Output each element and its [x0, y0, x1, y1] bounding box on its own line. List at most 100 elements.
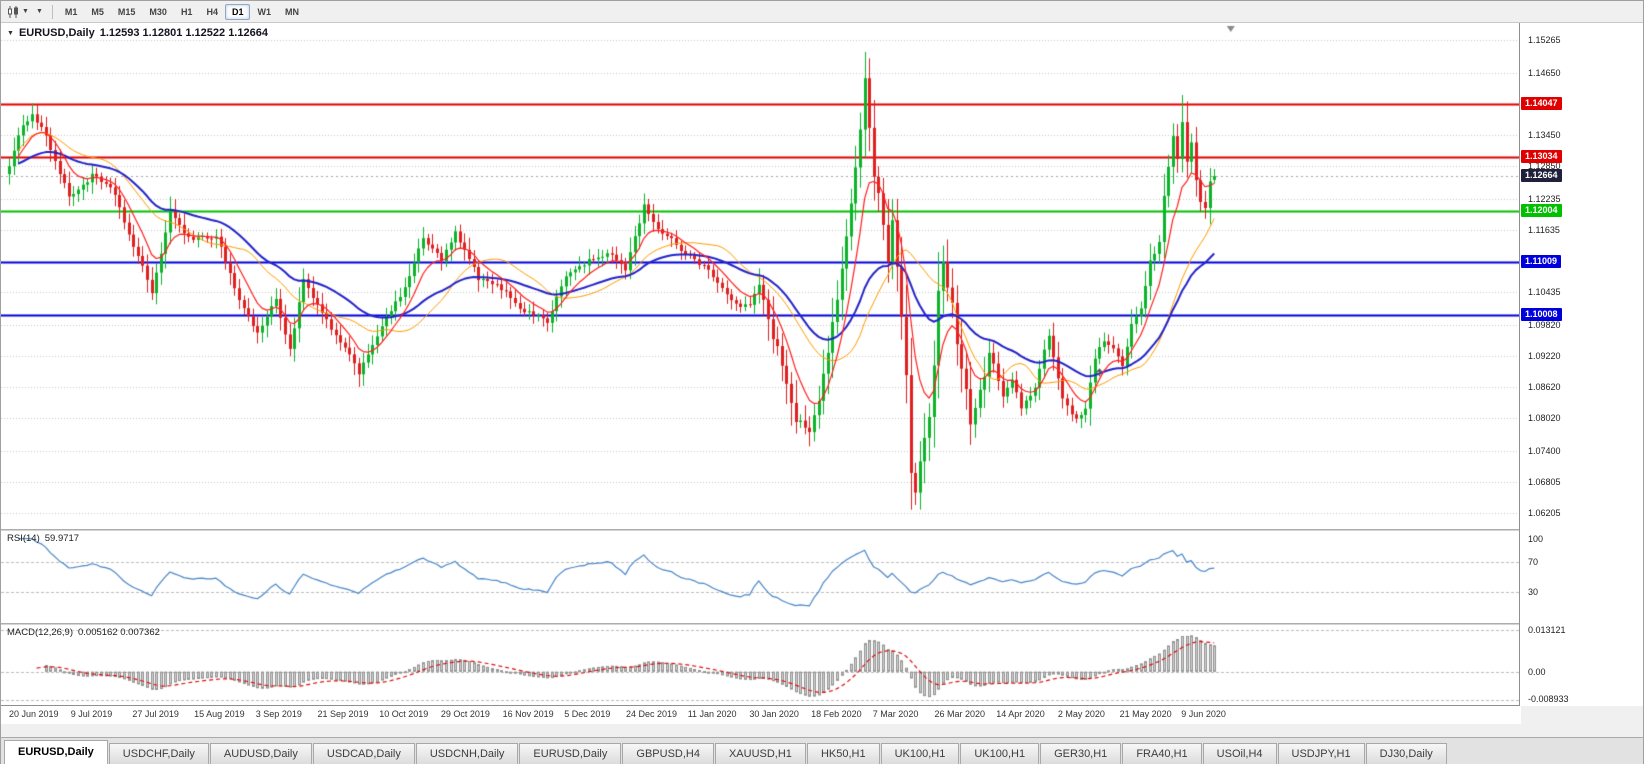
- timeframe-button-mn[interactable]: MN: [278, 4, 306, 20]
- price-axis-tick: 1.09220: [1528, 350, 1561, 361]
- chart-ohlc-values: 1.12593 1.12801 1.12522 1.12664: [99, 27, 268, 39]
- timeframe-button-w1[interactable]: W1: [250, 4, 278, 20]
- rsi-axis-tick: 70: [1528, 556, 1539, 567]
- price-axis-tick: 1.06205: [1528, 508, 1561, 519]
- price-axis-tick: 1.14650: [1528, 67, 1561, 78]
- price-axis-tick: 1.09820: [1528, 319, 1561, 330]
- macd-name: MACD(12,26,9): [7, 627, 73, 638]
- price-axis-tick: 1.10435: [1528, 287, 1561, 298]
- time-axis-label: 24 Dec 2019: [626, 709, 678, 719]
- panel-splitter[interactable]: [1, 623, 1643, 625]
- chart-type-icon[interactable]: ▼: [5, 5, 31, 19]
- chevron-down-icon: ▼: [22, 8, 29, 15]
- chart-tab-eurusd-daily[interactable]: EURUSD,Daily: [519, 743, 622, 764]
- macd-values: 0.005162 0.007362: [78, 627, 160, 638]
- panel-splitter[interactable]: [1, 529, 1643, 531]
- time-axis-label: 14 Apr 2020: [996, 709, 1045, 719]
- chevron-down-icon: ▼: [35, 8, 43, 15]
- price-axis-tick: 1.15265: [1528, 35, 1561, 46]
- chart-tab-ger30-h1[interactable]: GER30,H1: [1040, 743, 1122, 764]
- timeframe-button-m30[interactable]: M30: [142, 4, 174, 20]
- chart-title: ▼ EURUSD,Daily 1.12593 1.12801 1.12522 1…: [7, 27, 268, 39]
- time-axis[interactable]: 20 Jun 2019 9 Jul 2019 27 Jul 2019 15 Aug 2…: [1, 706, 1521, 724]
- candlestick-glyph: [8, 5, 18, 18]
- time-axis-label: 26 Mar 2020: [934, 709, 986, 719]
- timeframe-button-m1[interactable]: M1: [58, 4, 85, 20]
- macd-axis-tick: -0.008933: [1528, 694, 1569, 704]
- chart-tab-bar: EURUSD,Daily USDCHF,Daily AUDUSD,Daily USDC…: [1, 737, 1643, 764]
- timeframe-button-m15[interactable]: M15: [111, 4, 143, 20]
- price-level-badge: 1.13034: [1521, 149, 1562, 163]
- price-axis[interactable]: 1.15265 1.14650 1.13450 1.12850 1.12235 1.116…: [1519, 23, 1643, 706]
- timeframe-button-m5[interactable]: M5: [84, 4, 111, 20]
- chart-tab-hk50-h1[interactable]: HK50,H1: [806, 743, 880, 764]
- time-axis-label: 21 May 2020: [1119, 709, 1172, 719]
- time-axis-label: 18 Feb 2020: [811, 709, 862, 719]
- rsi-label: RSI(14) 59.9717: [7, 533, 79, 544]
- chart-tab-eurusd-daily[interactable]: EURUSD,Daily: [4, 740, 108, 764]
- macd-panel: MACD(12,26,9) 0.005162 0.007362: [1, 625, 1521, 705]
- chart-tab-usdcad-daily[interactable]: USDCAD,Daily: [312, 743, 415, 764]
- macd-axis-tick: 0.00: [1528, 666, 1546, 677]
- rsi-panel: RSI(14) 59.9717: [1, 531, 1521, 623]
- time-axis-line: [1, 705, 1643, 706]
- time-axis-label: 15 Aug 2019: [194, 709, 245, 719]
- chart-tab-gbpusd-h4[interactable]: GBPUSD,H4: [622, 743, 714, 764]
- price-axis-tick: 1.13450: [1528, 130, 1561, 141]
- rsi-value: 59.9717: [44, 533, 80, 544]
- price-level-badge: 1.14047: [1521, 97, 1562, 110]
- macd-canvas[interactable]: [1, 625, 1521, 705]
- chart-tab-usdcnh-daily[interactable]: USDCNH,Daily: [415, 743, 519, 764]
- time-axis-label: 29 Oct 2019: [440, 709, 490, 719]
- chart-tab-uk100-h1[interactable]: UK100,H1: [960, 743, 1040, 764]
- time-axis-label: 27 Jul 2019: [132, 709, 179, 719]
- time-axis-label: 7 Mar 2020: [872, 709, 919, 719]
- time-axis-label: 9 Jul 2019: [70, 709, 113, 719]
- price-axis-tick: 1.08020: [1528, 413, 1561, 424]
- macd-axis-tick: 0.013121: [1528, 624, 1566, 635]
- price-level-badge: 1.10008: [1521, 307, 1562, 321]
- time-axis-label: 5 Dec 2019: [564, 709, 611, 719]
- time-axis-label: 3 Sep 2019: [255, 709, 302, 719]
- time-axis-label: 11 Jan 2020: [687, 709, 737, 719]
- toolbar-separator: [51, 4, 53, 19]
- time-axis-label: 16 Nov 2019: [502, 709, 554, 719]
- price-chart-canvas[interactable]: [1, 23, 1521, 529]
- chart-options-icon[interactable]: ▼: [33, 7, 45, 16]
- price-axis-tick: 1.08620: [1528, 382, 1561, 393]
- rsi-canvas[interactable]: [1, 531, 1521, 623]
- rsi-axis-tick: 30: [1528, 587, 1539, 598]
- price-axis-tick: 1.07400: [1528, 445, 1561, 456]
- chart-tab-usdchf-daily[interactable]: USDCHF,Daily: [108, 743, 209, 764]
- chart-tab-uk100-h1[interactable]: UK100,H1: [880, 743, 960, 764]
- price-axis-tick: 1.12850: [1528, 161, 1561, 172]
- price-axis-tick: 1.12235: [1528, 193, 1561, 204]
- time-axis-label: 20 Jun 2019: [9, 709, 59, 719]
- chart-tab-audusd-daily[interactable]: AUDUSD,Daily: [209, 743, 312, 764]
- price-level-badge: 1.12004: [1521, 203, 1562, 217]
- time-axis-label: 2 May 2020: [1057, 709, 1105, 719]
- timeframe-button-group: M1 M5 M15 M30 H1 H4 D1 W1 MN: [58, 3, 306, 20]
- toolbar: ▼ ▼ M1 M5 M15 M30 H1 H4 D1 W1 MN: [1, 1, 1643, 23]
- time-axis-label: 9 Jun 2020: [1181, 709, 1226, 719]
- collapse-triangle-icon[interactable]: ▼: [7, 29, 14, 37]
- price-axis-tick: 1.06805: [1528, 476, 1561, 487]
- macd-label: MACD(12,26,9) 0.005162 0.007362: [7, 627, 160, 638]
- chart-tab-xauusd-h1[interactable]: XAUUSD,H1: [714, 743, 806, 764]
- time-axis-label: 10 Oct 2019: [379, 709, 429, 719]
- chart-symbol-label: EURUSD,Daily: [18, 27, 95, 39]
- price-chart-panel: ▼ EURUSD,Daily 1.12593 1.12801 1.12522 1…: [1, 23, 1521, 529]
- chart-tab-usdjpy-h1[interactable]: USDJPY,H1: [1277, 743, 1365, 764]
- timeframe-button-h1[interactable]: H1: [174, 4, 200, 20]
- price-level-badge: 1.11009: [1521, 255, 1562, 269]
- timeframe-button-h4[interactable]: H4: [199, 4, 225, 20]
- chart-tab-dj30-daily[interactable]: DJ30,Daily: [1365, 743, 1447, 764]
- chart-tab-fra40-h1[interactable]: FRA40,H1: [1122, 743, 1202, 764]
- chart-tab-usoil-h4[interactable]: USOil,H4: [1202, 743, 1277, 764]
- time-axis-label: 30 Jan 2020: [749, 709, 799, 719]
- price-level-badge: 1.12664: [1521, 169, 1562, 183]
- price-axis-tick: 1.11635: [1528, 224, 1560, 235]
- time-axis-label: 21 Sep 2019: [317, 709, 369, 719]
- timeframe-button-d1[interactable]: D1: [224, 3, 251, 20]
